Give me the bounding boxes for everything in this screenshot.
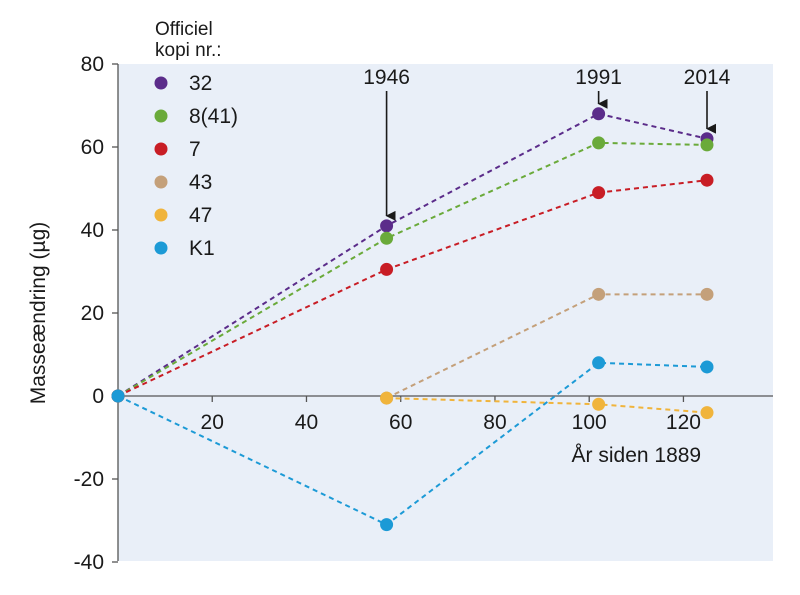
x-axis-title: År siden 1889 (572, 444, 702, 467)
x-tick-label: 100 (572, 411, 607, 434)
annotation-label: 1991 (575, 66, 622, 89)
data-point-K1 (380, 518, 394, 532)
data-point-7 (700, 173, 714, 187)
data-point-32 (380, 219, 394, 233)
x-tick-label: 40 (295, 411, 318, 434)
series-line-8(41) (117, 141, 708, 397)
y-tick-label: -20 (74, 468, 104, 491)
series-line-32 (117, 112, 708, 397)
legend-label-43: 43 (189, 171, 212, 194)
legend-marker-47 (154, 208, 168, 222)
y-tick-label: 80 (81, 53, 104, 76)
data-point-8(41) (700, 138, 714, 152)
data-point-7 (592, 186, 606, 200)
legend-label-8(41): 8(41) (189, 105, 238, 128)
y-tick-label: 20 (81, 302, 104, 325)
x-tick-label: 60 (389, 411, 412, 434)
data-point-32 (592, 107, 606, 121)
legend-label-47: 47 (189, 204, 212, 227)
y-tick-label: 60 (81, 136, 104, 159)
data-point-8(41) (380, 231, 394, 245)
data-point-7 (380, 262, 394, 276)
annotation-label: 1946 (363, 66, 410, 89)
legend-label-32: 32 (189, 72, 212, 95)
x-tick-label: 20 (201, 411, 224, 434)
x-tick-label: 80 (483, 411, 506, 434)
legend-marker-7 (154, 142, 168, 156)
series-line-K1 (117, 361, 708, 526)
y-tick-label: 0 (92, 385, 104, 408)
data-point-47 (380, 391, 394, 405)
data-point-8(41) (592, 136, 606, 150)
legend-marker-32 (154, 76, 168, 90)
legend-title: Officiel (155, 19, 213, 40)
data-point-47 (700, 406, 714, 420)
y-tick-label: -40 (74, 551, 104, 574)
data-point-43 (592, 287, 606, 301)
legend-marker-K1 (154, 241, 168, 255)
y-tick-label: 40 (81, 219, 104, 242)
series-line-7 (117, 179, 708, 397)
data-point-43 (700, 287, 714, 301)
legend-label-K1: K1 (189, 237, 215, 260)
data-point-K1 (700, 360, 714, 374)
legend-marker-43 (154, 175, 168, 189)
legend-title: kopi nr.: (155, 40, 222, 61)
x-tick-label: 120 (666, 411, 701, 434)
plot-background (118, 64, 773, 561)
data-point-47 (592, 397, 606, 411)
y-axis-title: Masseændring (µg) (27, 222, 50, 405)
legend-label-7: 7 (189, 138, 201, 161)
annotation-label: 2014 (684, 66, 731, 89)
legend-marker-8(41) (154, 109, 168, 123)
data-point-K1 (111, 389, 125, 403)
data-point-K1 (592, 356, 606, 370)
